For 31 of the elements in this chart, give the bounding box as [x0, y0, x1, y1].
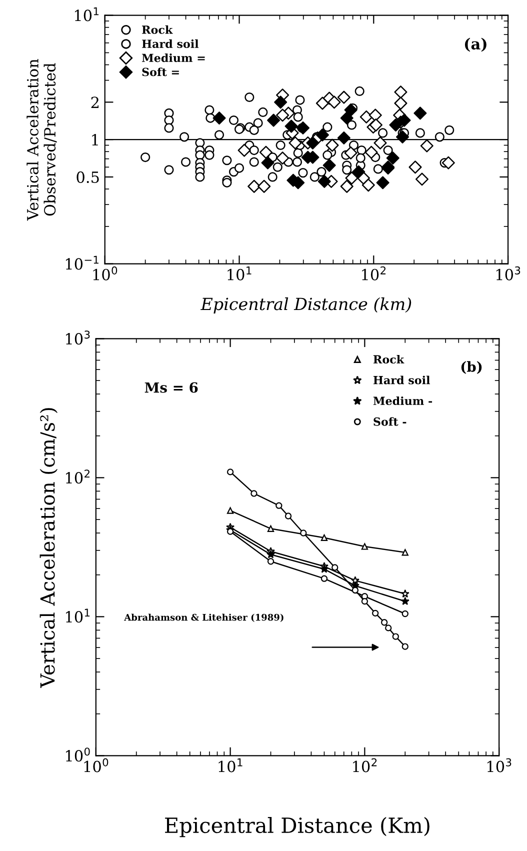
x-axis-title: Epicentral Distance (km)	[200, 297, 412, 314]
y-tick-label: 10$^{3}$	[66, 330, 90, 345]
legend-label: Soft =	[142, 68, 179, 76]
x-tick-label: 10$^{2}$	[353, 758, 377, 772]
x-tick-label: 10$^{3}$	[487, 758, 512, 772]
annotation: (a)	[464, 38, 486, 52]
y-tick-label: 1	[92, 134, 98, 146]
legend-label: Medium -	[373, 396, 432, 406]
legend-label: Soft -	[374, 417, 406, 426]
y-tick-label: 10$^{−1}$	[66, 256, 98, 270]
legend-label: Hard soil	[142, 39, 199, 48]
x-tick-label: 10$^{1}$	[228, 266, 252, 280]
y-tick-label: 2	[91, 96, 99, 108]
y-tick-label: 10$^{2}$	[66, 470, 90, 484]
y-tick-label: 10$^{1}$	[74, 7, 99, 22]
y-tick-label: 10$^{1}$	[66, 608, 90, 623]
y-tick-label: 0.5	[76, 171, 99, 183]
legend-label: Rock	[142, 25, 173, 34]
legend-label: Hard soil	[373, 376, 430, 384]
annotation: Ms = 6	[144, 382, 198, 393]
annotation: (b)	[461, 361, 482, 374]
y-tick-label: 10$^{0}$	[66, 748, 90, 762]
y-axis-title: Vertical Acceleration (cm/s²)	[40, 408, 58, 688]
x-axis-title: Epicentral Distance (Km)	[165, 817, 430, 838]
legend-label: Medium =	[142, 53, 205, 62]
legend-label: Rock	[373, 354, 404, 364]
y-axis-title: Vertical Acceleration Observed/Predicted	[26, 58, 57, 221]
annotation: Abrahamson & Litehiser (1989)	[124, 614, 284, 622]
x-tick-label: 10$^{2}$	[362, 266, 386, 280]
x-tick-label: 10$^{3}$	[496, 266, 520, 280]
x-tick-label: 10$^{1}$	[218, 758, 242, 772]
